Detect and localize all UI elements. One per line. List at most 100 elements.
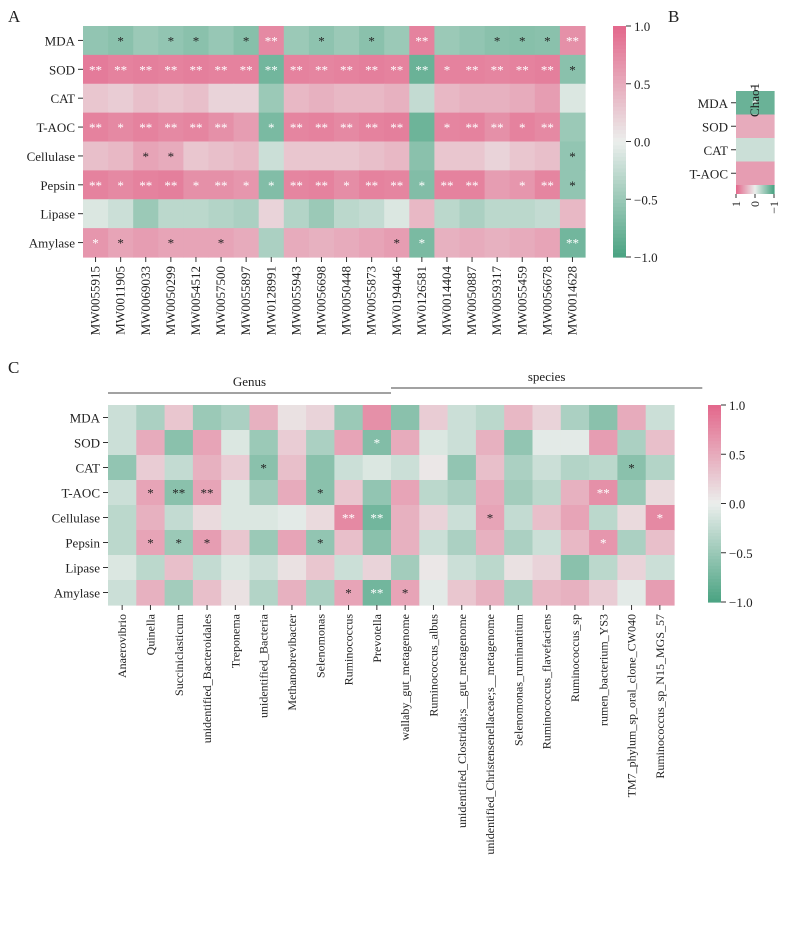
heatmap-cell bbox=[589, 555, 618, 581]
heatmap-cell bbox=[306, 455, 335, 481]
colorbar-segment bbox=[613, 122, 626, 127]
colorbar-segment bbox=[744, 185, 746, 194]
heatmap-cell bbox=[136, 430, 166, 456]
colorbar-segment bbox=[613, 187, 626, 193]
column-label: MW0014404 bbox=[439, 266, 454, 336]
significance-mark: ** bbox=[390, 178, 403, 193]
colorbar-segment bbox=[766, 185, 768, 194]
colorbar-segment bbox=[613, 168, 626, 173]
significance-mark: ** bbox=[566, 33, 579, 48]
heatmap-cell bbox=[221, 580, 251, 606]
colorbar-segment bbox=[708, 437, 721, 442]
heatmap-cell bbox=[409, 54, 435, 85]
colorbar-segment bbox=[708, 559, 721, 564]
heatmap-cell bbox=[409, 228, 435, 258]
colorbar-segment bbox=[613, 149, 626, 154]
heatmap-cell bbox=[249, 505, 279, 531]
heatmap-cell bbox=[589, 580, 618, 606]
significance-mark: * bbox=[519, 33, 526, 48]
heatmap-cell bbox=[83, 141, 109, 171]
colorbar-segment bbox=[613, 103, 626, 108]
heatmap-cell bbox=[136, 455, 166, 481]
colorbar-segment bbox=[771, 185, 773, 194]
heatmap-cell bbox=[208, 112, 235, 143]
significance-mark: * bbox=[569, 149, 576, 164]
significance-mark: ** bbox=[541, 120, 554, 135]
significance-mark: * bbox=[218, 236, 225, 251]
colorbar-segment bbox=[708, 506, 721, 511]
heatmap-cell bbox=[158, 83, 184, 114]
colorbar-segment bbox=[613, 126, 626, 131]
significance-mark: * bbox=[487, 511, 494, 526]
significance-mark: ** bbox=[340, 120, 353, 135]
colorbar-segment bbox=[762, 185, 764, 194]
heatmap-cell bbox=[384, 83, 410, 114]
heatmap-cell bbox=[384, 228, 410, 258]
significance-mark: ** bbox=[342, 511, 355, 526]
panel-label-a: A bbox=[8, 7, 21, 26]
colorbar-segment bbox=[613, 29, 626, 35]
heatmap-cell bbox=[136, 405, 166, 431]
row-label: MDA bbox=[45, 33, 76, 48]
colorbar-segment bbox=[613, 237, 626, 243]
heatmap-cell bbox=[208, 228, 235, 258]
column-label: MW0050448 bbox=[339, 266, 354, 335]
heatmap-cell bbox=[136, 480, 166, 506]
heatmap-cell bbox=[334, 112, 360, 143]
colorbar-segment bbox=[613, 176, 626, 181]
heatmap-cell bbox=[108, 430, 137, 456]
colorbar-segment bbox=[758, 185, 760, 194]
colorbar-segment bbox=[708, 500, 721, 505]
heatmap-cell bbox=[83, 54, 109, 85]
colorbar-segment bbox=[613, 180, 626, 185]
heatmap-cell bbox=[359, 54, 385, 85]
significance-mark: * bbox=[394, 236, 401, 251]
heatmap-cell bbox=[391, 430, 420, 456]
heatmap-cell bbox=[419, 505, 449, 531]
heatmap-cell bbox=[559, 199, 586, 229]
heatmap-cell bbox=[221, 480, 251, 506]
heatmap-cell bbox=[233, 170, 260, 200]
heatmap-cell bbox=[108, 83, 134, 114]
significance-mark: * bbox=[444, 62, 451, 77]
heatmap-cell bbox=[409, 170, 435, 200]
colorbar-segment bbox=[708, 477, 721, 482]
heatmap-cell bbox=[419, 455, 449, 481]
heatmap-cell bbox=[504, 455, 534, 481]
colorbar-segment bbox=[613, 56, 626, 62]
colorbar-tick-label: −1.0 bbox=[634, 250, 658, 265]
colorbar-segment bbox=[708, 556, 721, 560]
heatmap-cell bbox=[249, 455, 279, 481]
heatmap-cell bbox=[334, 26, 360, 56]
heatmap-cell bbox=[509, 26, 536, 56]
heatmap-cell bbox=[532, 580, 562, 606]
heatmap-cell bbox=[133, 112, 159, 143]
heatmap-cell bbox=[334, 83, 360, 114]
significance-mark: * bbox=[147, 486, 154, 501]
heatmap-cell bbox=[560, 405, 590, 431]
heatmap-cell bbox=[308, 112, 335, 143]
heatmap-cell bbox=[419, 430, 449, 456]
heatmap-cell bbox=[447, 555, 477, 581]
colorbar-tick-label: 0.5 bbox=[729, 447, 745, 462]
heatmap-cell bbox=[108, 228, 134, 258]
colorbar-segment bbox=[613, 222, 626, 227]
group-label: species bbox=[528, 369, 566, 384]
heatmap-cell bbox=[108, 54, 134, 85]
heatmap-cell bbox=[133, 26, 159, 56]
heatmap-cell bbox=[359, 170, 385, 200]
colorbar-segment bbox=[763, 185, 766, 194]
heatmap-cell bbox=[617, 430, 647, 456]
column-label: unidentified_Bacteroidales bbox=[200, 614, 214, 744]
colorbar-segment bbox=[763, 185, 765, 194]
heatmap-cell bbox=[334, 228, 360, 258]
column-label: MW0055915 bbox=[88, 266, 103, 335]
significance-mark: ** bbox=[390, 120, 403, 135]
heatmap-cell bbox=[559, 170, 586, 200]
heatmap-cell bbox=[645, 505, 675, 531]
colorbar-segment bbox=[772, 185, 774, 194]
colorbar-segment bbox=[708, 510, 721, 514]
heatmap-cell bbox=[534, 26, 561, 56]
heatmap-cell bbox=[384, 170, 410, 200]
